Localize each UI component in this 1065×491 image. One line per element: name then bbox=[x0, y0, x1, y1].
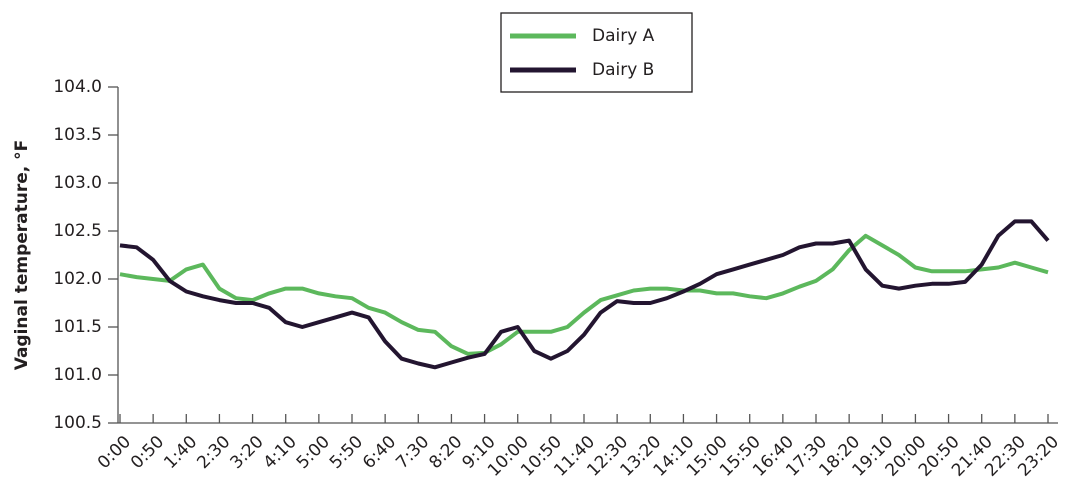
x-tick-label: 0:00 bbox=[94, 432, 135, 473]
y-axis-label: Vaginal temperature, °F bbox=[12, 140, 32, 371]
y-tick-label: 102.5 bbox=[53, 221, 102, 241]
x-tick-label: 0:50 bbox=[127, 432, 168, 473]
x-tick-label: 6:40 bbox=[359, 432, 400, 473]
y-tick-label: 104.0 bbox=[53, 77, 102, 97]
x-tick-label: 4:10 bbox=[260, 432, 301, 473]
x-tick-label: 2:30 bbox=[193, 432, 234, 473]
series-line bbox=[119, 219, 1050, 370]
y-tick-label: 101.5 bbox=[53, 317, 102, 337]
y-tick-label: 102.0 bbox=[53, 269, 102, 289]
series-line bbox=[119, 233, 1049, 356]
x-tick-label: 7:30 bbox=[392, 432, 433, 473]
x-tick-label: 5:50 bbox=[326, 432, 367, 473]
legend bbox=[500, 12, 693, 93]
x-tick-label: 5:00 bbox=[293, 432, 334, 473]
legend-label: Dairy B bbox=[592, 60, 654, 80]
y-tick-label: 103.0 bbox=[53, 173, 102, 193]
y-tick-label: 101.0 bbox=[53, 365, 102, 385]
x-tick-label: 3:20 bbox=[226, 432, 267, 473]
legend-label: Dairy A bbox=[592, 26, 655, 46]
y-tick-label: 103.5 bbox=[53, 125, 102, 145]
y-tick-label: 100.5 bbox=[53, 413, 102, 433]
x-tick-label: 8:20 bbox=[425, 432, 466, 473]
x-tick-label: 1:40 bbox=[160, 432, 201, 473]
